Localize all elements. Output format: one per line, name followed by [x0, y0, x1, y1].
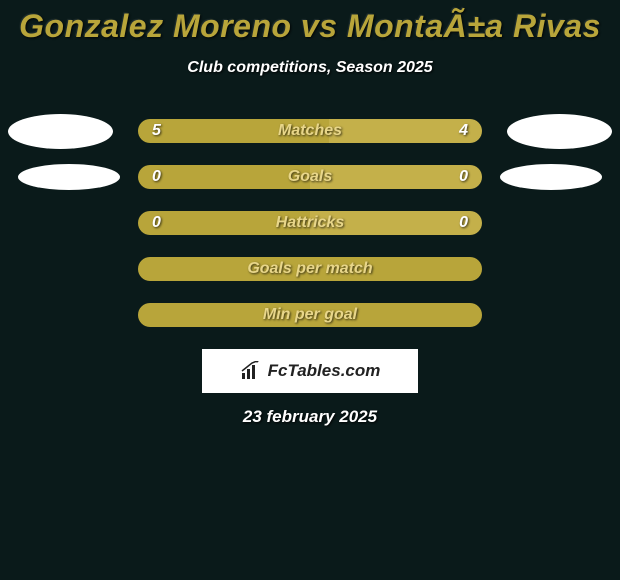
date-label: 23 february 2025 — [0, 407, 620, 427]
bar-right — [310, 165, 482, 189]
player-avatar-left — [8, 114, 113, 149]
comparison-card: Gonzalez Moreno vs MontaÃ±a Rivas Club c… — [0, 0, 620, 427]
player-avatar-right — [500, 164, 602, 190]
stat-bar: Min per goal — [138, 303, 482, 327]
bar-left — [138, 165, 310, 189]
stat-label: Hattricks — [276, 214, 344, 232]
stat-bar: 5 Matches 4 — [138, 119, 482, 143]
stat-label: Matches — [278, 122, 342, 140]
stat-rows: 5 Matches 4 0 Goals 0 0 Hattricks 0 Goals per mat… — [0, 119, 620, 327]
stat-row: 0 Hattricks 0 — [0, 211, 620, 235]
stat-bar: Goals per match — [138, 257, 482, 281]
chart-icon — [240, 361, 262, 381]
value-right: 0 — [459, 214, 468, 232]
brand-text: FcTables.com — [268, 361, 381, 381]
value-left: 0 — [152, 214, 161, 232]
player-avatar-right — [507, 114, 612, 149]
stat-row: 5 Matches 4 — [0, 119, 620, 143]
stat-label: Goals per match — [247, 260, 372, 278]
stat-bar: 0 Hattricks 0 — [138, 211, 482, 235]
brand-badge: FcTables.com — [202, 349, 418, 393]
page-title: Gonzalez Moreno vs MontaÃ±a Rivas — [0, 8, 620, 45]
value-left: 0 — [152, 168, 161, 186]
subtitle: Club competitions, Season 2025 — [0, 59, 620, 77]
value-right: 0 — [459, 168, 468, 186]
stat-row: 0 Goals 0 — [0, 165, 620, 189]
stat-label: Goals — [288, 168, 332, 186]
stat-bar: 0 Goals 0 — [138, 165, 482, 189]
value-left: 5 — [152, 122, 161, 140]
value-right: 4 — [459, 122, 468, 140]
stat-label: Min per goal — [263, 306, 357, 324]
player-avatar-left — [18, 164, 120, 190]
stat-row: Min per goal — [0, 303, 620, 327]
stat-row: Goals per match — [0, 257, 620, 281]
